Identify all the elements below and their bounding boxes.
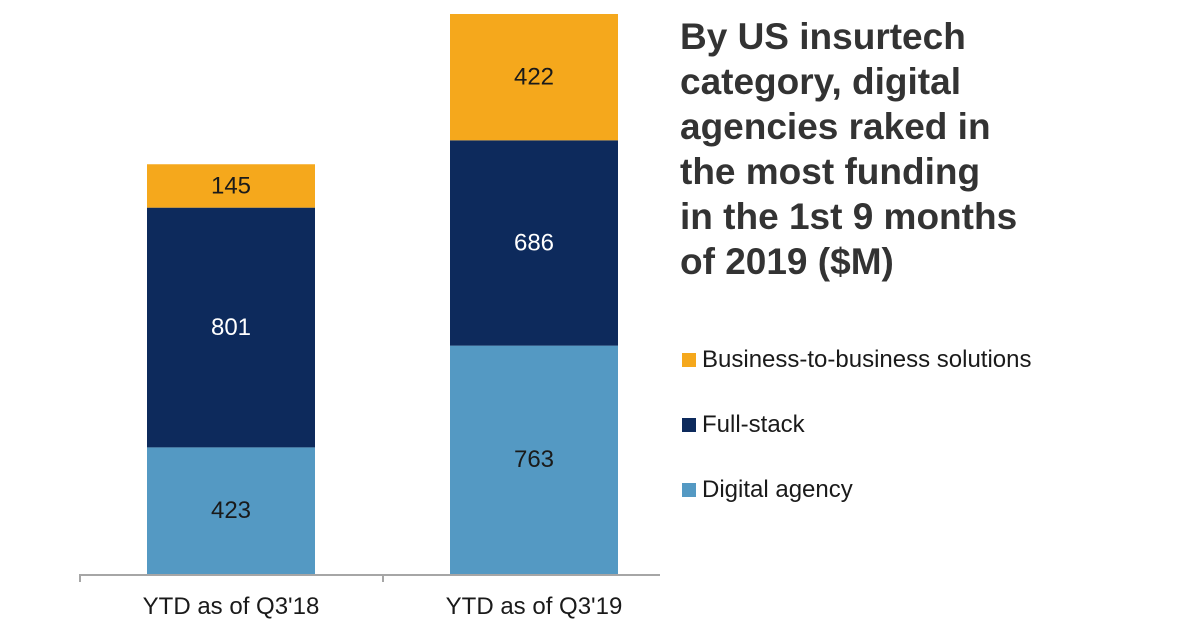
legend-label-digital-agency: Digital agency xyxy=(702,476,853,503)
legend-swatch-full-stack xyxy=(682,418,696,432)
bars-group: 423 801 145 763 686 422 xyxy=(147,14,618,574)
legend: Business-to-business solutions Full-stack… xyxy=(682,343,1032,538)
data-label-full-stack-2: 686 xyxy=(514,229,554,256)
x-tick-label-1: YTD as of Q3'18 xyxy=(143,593,320,620)
bar-business-to-business-solutions-2 xyxy=(450,14,618,141)
legend-item-digital-agency: Digital agency xyxy=(682,473,1032,507)
legend-swatch-business-to-business-solutions xyxy=(682,353,696,367)
bar-full-stack-2 xyxy=(450,140,618,346)
chart-title: By US insurtech category, digital agencies… xyxy=(680,14,1180,284)
legend-item-business-to-business-solutions: Business-to-business solutions xyxy=(682,343,1032,377)
x-axis-category-labels: YTD as of Q3'18 YTD as of Q3'19 xyxy=(143,593,623,620)
data-label-business-to-business-solutions-2: 422 xyxy=(514,63,554,90)
data-label-digital-agency-1: 423 xyxy=(211,497,251,524)
x-tick-label-2: YTD as of Q3'19 xyxy=(446,593,623,620)
chart-title-line-3: agencies raked in xyxy=(680,106,991,147)
chart-title-line-6: of 2019 ($M) xyxy=(680,241,894,282)
bar-full-stack-1 xyxy=(147,207,315,448)
chart-title-line-1: By US insurtech xyxy=(680,16,966,57)
chart-title-line-5: in the 1st 9 months xyxy=(680,196,1018,237)
data-label-full-stack-1: 801 xyxy=(211,314,251,341)
bar-business-to-business-solutions-1 xyxy=(147,164,315,208)
bar-digital-agency-1 xyxy=(147,447,315,574)
legend-swatch-digital-agency xyxy=(682,483,696,497)
chart-title-line-2: category, digital xyxy=(680,61,961,102)
legend-label-business-to-business-solutions: Business-to-business solutions xyxy=(702,346,1032,373)
chart-title-line-4: the most funding xyxy=(680,151,981,192)
x-axis-ticks xyxy=(79,574,384,582)
bar-digital-agency-2 xyxy=(450,345,618,574)
data-label-business-to-business-solutions-1: 145 xyxy=(211,172,251,199)
data-label-digital-agency-2: 763 xyxy=(514,446,554,473)
legend-item-full-stack: Full-stack xyxy=(682,408,1032,442)
legend-label-full-stack: Full-stack xyxy=(702,411,805,438)
